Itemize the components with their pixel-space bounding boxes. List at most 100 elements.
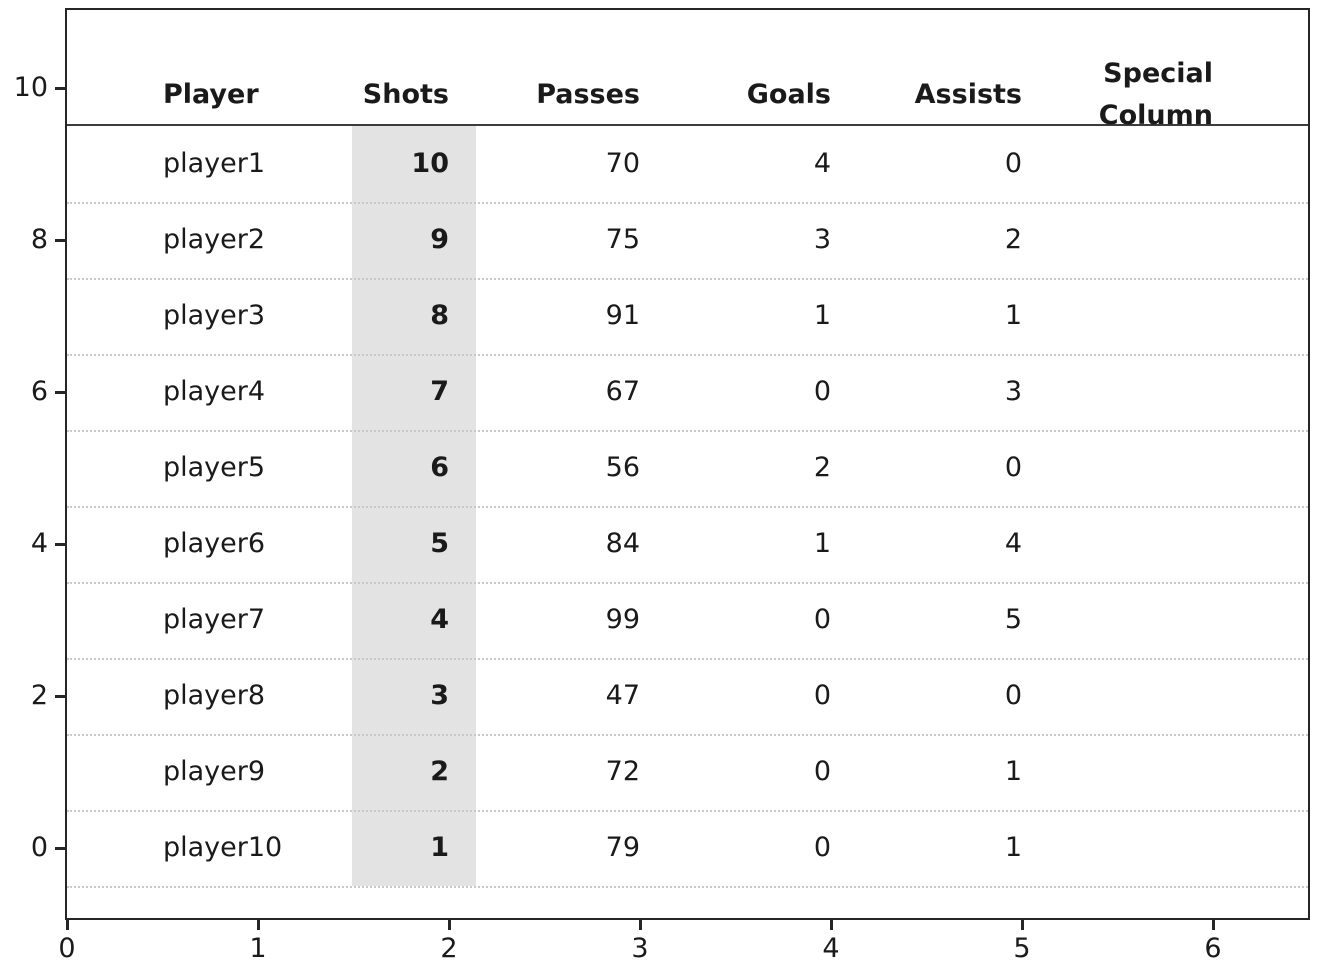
- y-tick-label: 0: [30, 832, 48, 863]
- table-cell-shots: 4: [430, 604, 449, 635]
- table-cell-shots: 10: [411, 148, 449, 179]
- x-tick-label: 2: [440, 933, 458, 964]
- table-cell-passes: 67: [605, 376, 640, 407]
- table-cell-player: player5: [163, 452, 266, 483]
- table-cell-shots: 7: [430, 376, 449, 407]
- row-separator-gridline: [67, 886, 1308, 888]
- table-cell-shots: 9: [430, 224, 449, 255]
- x-tick-label: 0: [58, 933, 76, 964]
- table-cell-passes: 91: [605, 300, 640, 331]
- y-tick-label: 2: [30, 680, 48, 711]
- x-tick-label: 5: [1013, 933, 1031, 964]
- table-cell-assists: 5: [1004, 604, 1022, 635]
- table-cell-passes: 75: [605, 224, 640, 255]
- row-separator-gridline: [67, 506, 1308, 508]
- column-header-shots: Shots: [362, 79, 449, 110]
- table-cell-passes: 56: [605, 452, 640, 483]
- x-tick-label: 1: [249, 933, 267, 964]
- column-header-special: Special Column: [1098, 58, 1213, 131]
- row-separator-gridline: [67, 658, 1308, 660]
- x-tick-mark: [65, 918, 69, 930]
- x-tick-mark: [829, 918, 833, 930]
- table-cell-goals: 1: [813, 528, 831, 559]
- table-cell-passes: 72: [605, 756, 640, 787]
- x-tick-label: 4: [822, 933, 840, 964]
- y-tick-label: 10: [13, 72, 48, 103]
- x-tick-mark: [638, 918, 642, 930]
- table-cell-goals: 0: [813, 376, 831, 407]
- y-tick-label: 4: [30, 528, 48, 559]
- table-cell-assists: 4: [1004, 528, 1022, 559]
- y-tick-mark: [55, 86, 67, 90]
- table-cell-passes: 70: [605, 148, 640, 179]
- table-cell-assists: 1: [1004, 756, 1022, 787]
- column-header-passes: Passes: [536, 79, 640, 110]
- column-header-player: Player: [163, 79, 259, 110]
- table-cell-goals: 2: [813, 452, 831, 483]
- table-cell-shots: 8: [430, 300, 449, 331]
- x-tick-mark: [447, 918, 451, 930]
- table-cell-assists: 2: [1004, 224, 1022, 255]
- x-tick-mark: [1020, 918, 1024, 930]
- table-cell-player: player8: [163, 680, 266, 711]
- table-cell-goals: 1: [813, 300, 831, 331]
- x-tick-mark: [1211, 918, 1215, 930]
- table-cell-goals: 3: [813, 224, 831, 255]
- x-tick-label: 3: [631, 933, 649, 964]
- column-header-goals: Goals: [746, 79, 831, 110]
- table-cell-player: player10: [163, 832, 283, 863]
- header-rule: [67, 124, 1308, 126]
- y-tick-mark: [55, 238, 67, 242]
- y-tick-mark: [55, 390, 67, 394]
- y-tick-label: 8: [30, 224, 48, 255]
- table-cell-assists: 1: [1004, 832, 1022, 863]
- table-cell-player: player3: [163, 300, 266, 331]
- row-separator-gridline: [67, 582, 1308, 584]
- row-separator-gridline: [67, 278, 1308, 280]
- table-cell-shots: 5: [430, 528, 449, 559]
- table-cell-player: player6: [163, 528, 266, 559]
- table-cell-assists: 0: [1004, 148, 1022, 179]
- table-cell-player: player7: [163, 604, 266, 635]
- y-tick-mark: [55, 694, 67, 698]
- y-tick-mark: [55, 542, 67, 546]
- x-tick-label: 6: [1204, 933, 1222, 964]
- table-cell-goals: 4: [813, 148, 831, 179]
- x-tick-mark: [256, 918, 260, 930]
- table-cell-goals: 0: [813, 832, 831, 863]
- row-separator-gridline: [67, 810, 1308, 812]
- column-header-assists: Assists: [914, 79, 1022, 110]
- table-cell-shots: 3: [430, 680, 449, 711]
- table-cell-player: player4: [163, 376, 266, 407]
- table-cell-goals: 0: [813, 756, 831, 787]
- table-cell-passes: 99: [605, 604, 640, 635]
- row-separator-gridline: [67, 202, 1308, 204]
- table-cell-shots: 2: [430, 756, 449, 787]
- table-cell-assists: 0: [1004, 452, 1022, 483]
- plot-area: [65, 8, 1310, 920]
- row-separator-gridline: [67, 430, 1308, 432]
- table-cell-goals: 0: [813, 604, 831, 635]
- table-cell-assists: 0: [1004, 680, 1022, 711]
- table-cell-passes: 47: [605, 680, 640, 711]
- table-cell-player: player2: [163, 224, 266, 255]
- table-cell-passes: 79: [605, 832, 640, 863]
- table-cell-shots: 6: [430, 452, 449, 483]
- y-tick-label: 6: [30, 376, 48, 407]
- table-cell-passes: 84: [605, 528, 640, 559]
- table-cell-assists: 1: [1004, 300, 1022, 331]
- row-separator-gridline: [67, 734, 1308, 736]
- y-tick-mark: [55, 846, 67, 850]
- table-cell-player: player1: [163, 148, 266, 179]
- table-cell-shots: 1: [430, 832, 449, 863]
- table-cell-assists: 3: [1004, 376, 1022, 407]
- row-separator-gridline: [67, 354, 1308, 356]
- table-cell-player: player9: [163, 756, 266, 787]
- table-cell-goals: 0: [813, 680, 831, 711]
